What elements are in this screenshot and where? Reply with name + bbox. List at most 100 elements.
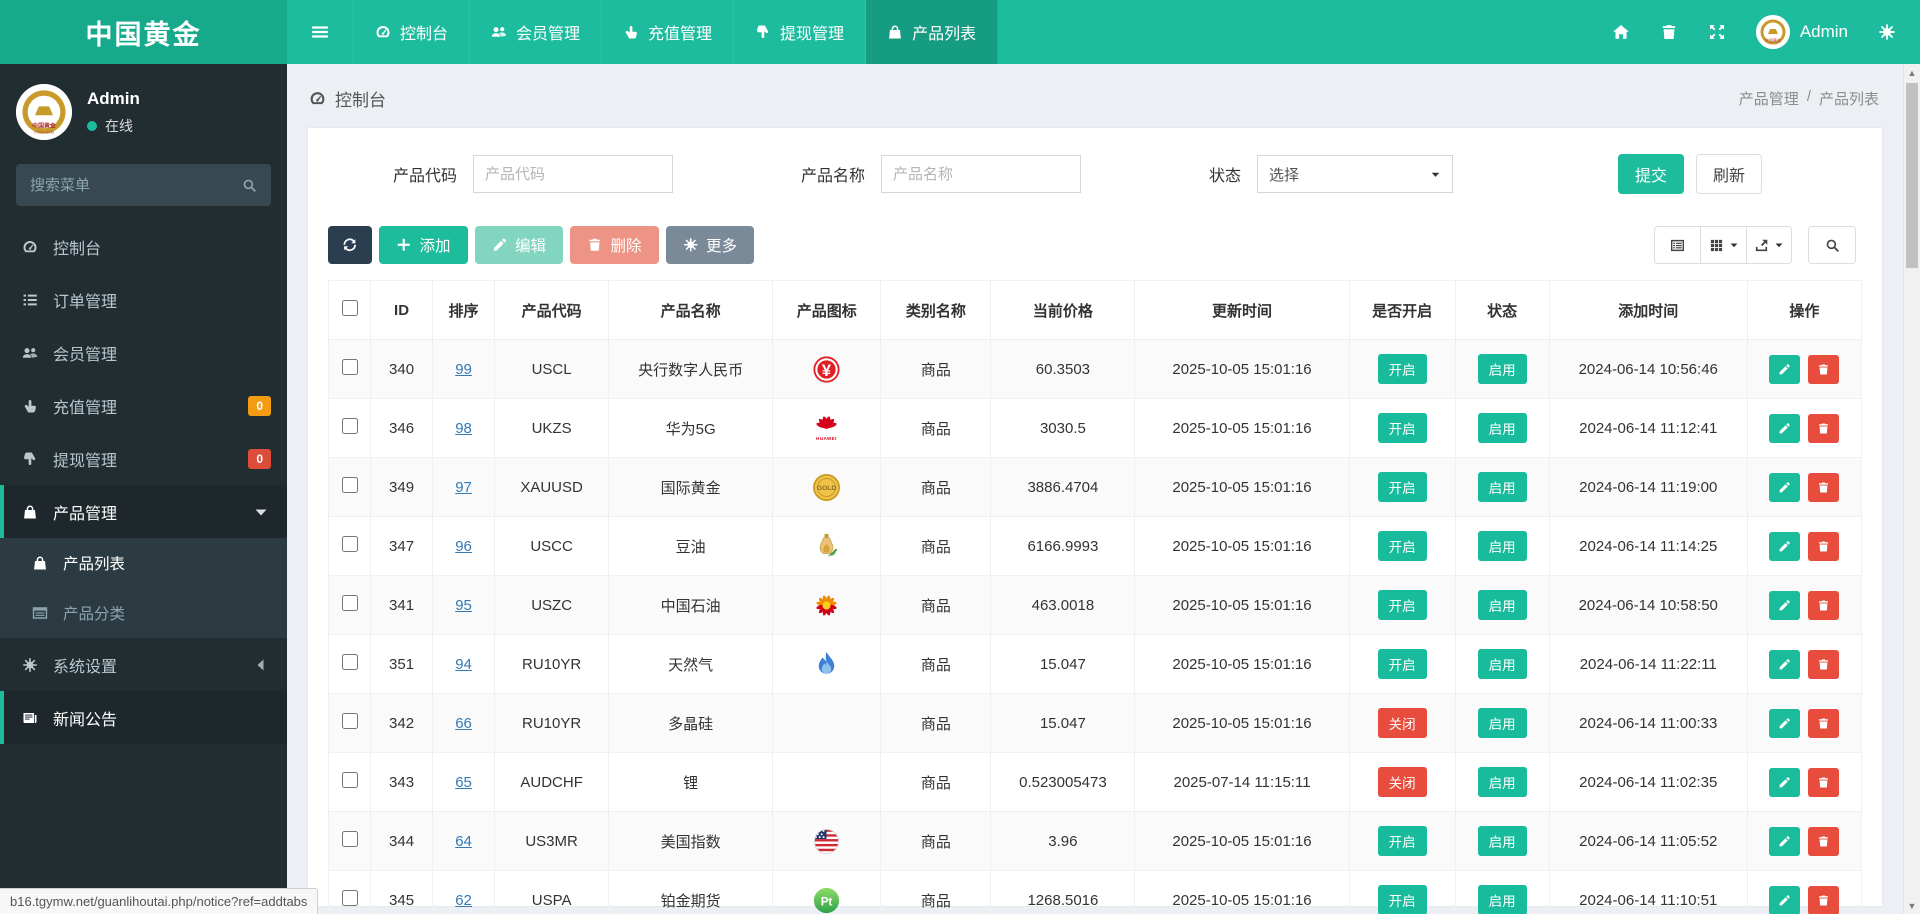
users-icon: [491, 24, 507, 40]
sidebar-item-system-settings[interactable]: 系统设置: [0, 638, 287, 691]
submit-button[interactable]: 提交: [1617, 154, 1684, 194]
row-edit-button[interactable]: [1769, 354, 1801, 384]
sort-link[interactable]: 94: [455, 655, 472, 673]
row-actions: [1746, 516, 1863, 576]
row-edit-button[interactable]: [1769, 826, 1801, 856]
sort-link[interactable]: 97: [455, 478, 472, 496]
row-edit-button[interactable]: [1769, 885, 1801, 914]
trash-icon: [1817, 481, 1830, 494]
vertical-scrollbar[interactable]: ▲ ▼: [1903, 64, 1920, 914]
sidebar-item-news[interactable]: 新闻公告: [0, 691, 287, 744]
scrollbar-thumb[interactable]: [1906, 83, 1918, 268]
top-navbar: 中国黄金 控制台 会员管理 充值管理 提现管理 产品列表 中国黄金 Admin: [0, 0, 1920, 64]
scroll-down-arrow[interactable]: ▼: [1907, 900, 1917, 911]
brand-logo[interactable]: 中国黄金: [0, 0, 287, 64]
select-all-checkbox[interactable]: [341, 300, 358, 316]
export-button[interactable]: [1746, 226, 1792, 264]
sidebar-item-product-management[interactable]: 产品管理: [0, 485, 287, 538]
row-edit-button[interactable]: [1769, 472, 1801, 502]
row-delete-button[interactable]: [1808, 354, 1840, 384]
row-delete-button[interactable]: [1808, 885, 1840, 914]
settings-gears-icon[interactable]: [1878, 23, 1896, 41]
row-edit-button[interactable]: [1769, 649, 1801, 679]
sort-link[interactable]: 99: [455, 360, 472, 378]
row-delete-button[interactable]: [1808, 413, 1840, 443]
product-name: 美国指数: [608, 811, 774, 871]
table-row: 351 94 RU10YR 天然气 商品 15.047 2025-10-05 15:01:1…: [327, 634, 1863, 694]
sort-link[interactable]: 96: [455, 537, 472, 555]
user-name: Admin: [1799, 22, 1848, 41]
sort-link[interactable]: 66: [455, 714, 472, 732]
nav-item-members[interactable]: 会员管理: [470, 0, 603, 64]
row-select-cell: [327, 339, 372, 399]
row-checkbox[interactable]: [341, 418, 358, 434]
sort-link[interactable]: 65: [455, 773, 472, 791]
nav-item-product-list[interactable]: 产品列表: [866, 0, 999, 64]
detail-view-button[interactable]: [1654, 226, 1700, 264]
sort-link[interactable]: 98: [455, 419, 472, 437]
product-code-input[interactable]: [473, 155, 674, 193]
row-checkbox[interactable]: [341, 890, 358, 906]
sort-link[interactable]: 64: [455, 832, 472, 850]
row-delete-button[interactable]: [1808, 826, 1840, 856]
row-checkbox[interactable]: [341, 595, 358, 611]
nav-item-recharge[interactable]: 充值管理: [602, 0, 735, 64]
add-time: 2024-06-14 11:05:52: [1548, 811, 1748, 871]
row-delete-button[interactable]: [1808, 649, 1840, 679]
open-badge: 开启: [1377, 649, 1427, 679]
row-checkbox[interactable]: [341, 536, 358, 552]
sort-link[interactable]: 95: [455, 596, 472, 614]
more-button[interactable]: 更多: [665, 226, 755, 264]
category-name: 商品: [880, 870, 992, 914]
nav-item-withdraw[interactable]: 提现管理: [734, 0, 867, 64]
sidebar-item-withdraw[interactable]: 提现管理 0: [0, 432, 287, 485]
row-delete-button[interactable]: [1808, 472, 1840, 502]
add-button[interactable]: 添加: [379, 226, 468, 264]
sidebar-item-product-category[interactable]: 产品分类: [0, 588, 287, 638]
fullscreen-icon[interactable]: [1708, 23, 1726, 41]
row-delete-button[interactable]: [1808, 531, 1840, 561]
row-delete-button[interactable]: [1808, 708, 1840, 738]
edit-button[interactable]: 编辑: [474, 226, 564, 264]
scroll-up-arrow[interactable]: ▲: [1907, 67, 1917, 78]
product-name-input[interactable]: [881, 155, 1082, 193]
columns-button[interactable]: [1700, 226, 1746, 264]
search-icon[interactable]: [242, 178, 257, 193]
reload-table-button[interactable]: [328, 226, 372, 264]
row-checkbox[interactable]: [341, 831, 358, 847]
row-checkbox[interactable]: [341, 477, 358, 493]
trash-icon[interactable]: [1660, 23, 1678, 41]
row-checkbox[interactable]: [341, 713, 358, 729]
delete-button[interactable]: 删除: [570, 226, 659, 264]
row-edit-button[interactable]: [1769, 708, 1801, 738]
row-delete-button[interactable]: [1808, 590, 1840, 620]
row-edit-button[interactable]: [1769, 413, 1801, 443]
row-edit-button[interactable]: [1769, 767, 1801, 797]
sidebar-item-members[interactable]: 会员管理: [0, 326, 287, 379]
sidebar-search-input[interactable]: [30, 176, 242, 194]
row-actions: [1746, 575, 1863, 635]
column-header: 更新时间: [1134, 280, 1350, 340]
sort-link[interactable]: 62: [455, 891, 472, 909]
row-edit-button[interactable]: [1769, 531, 1801, 561]
breadcrumb-parent[interactable]: 产品管理: [1738, 91, 1799, 108]
row-checkbox[interactable]: [341, 654, 358, 670]
product-code-label: 产品代码: [393, 168, 458, 185]
row-id: 344: [370, 811, 434, 871]
status-select[interactable]: 选择: [1257, 155, 1454, 193]
home-icon[interactable]: [1612, 23, 1630, 41]
sidebar-toggle-button[interactable]: [287, 0, 354, 64]
row-checkbox[interactable]: [341, 772, 358, 788]
user-menu[interactable]: 中国黄金 Admin: [1755, 15, 1848, 49]
refresh-button[interactable]: 刷新: [1695, 154, 1762, 194]
sidebar-item-dashboard[interactable]: 控制台: [0, 220, 287, 273]
category-name: 商品: [880, 575, 992, 635]
row-checkbox[interactable]: [341, 359, 358, 375]
row-delete-button[interactable]: [1808, 767, 1840, 797]
row-edit-button[interactable]: [1769, 590, 1801, 620]
search-toggle-button[interactable]: [1808, 226, 1856, 264]
nav-item-dashboard[interactable]: 控制台: [354, 0, 471, 64]
sidebar-item-recharge[interactable]: 充值管理 0: [0, 379, 287, 432]
sidebar-item-orders[interactable]: 订单管理: [0, 273, 287, 326]
sidebar-item-product-list[interactable]: 产品列表: [0, 538, 287, 588]
